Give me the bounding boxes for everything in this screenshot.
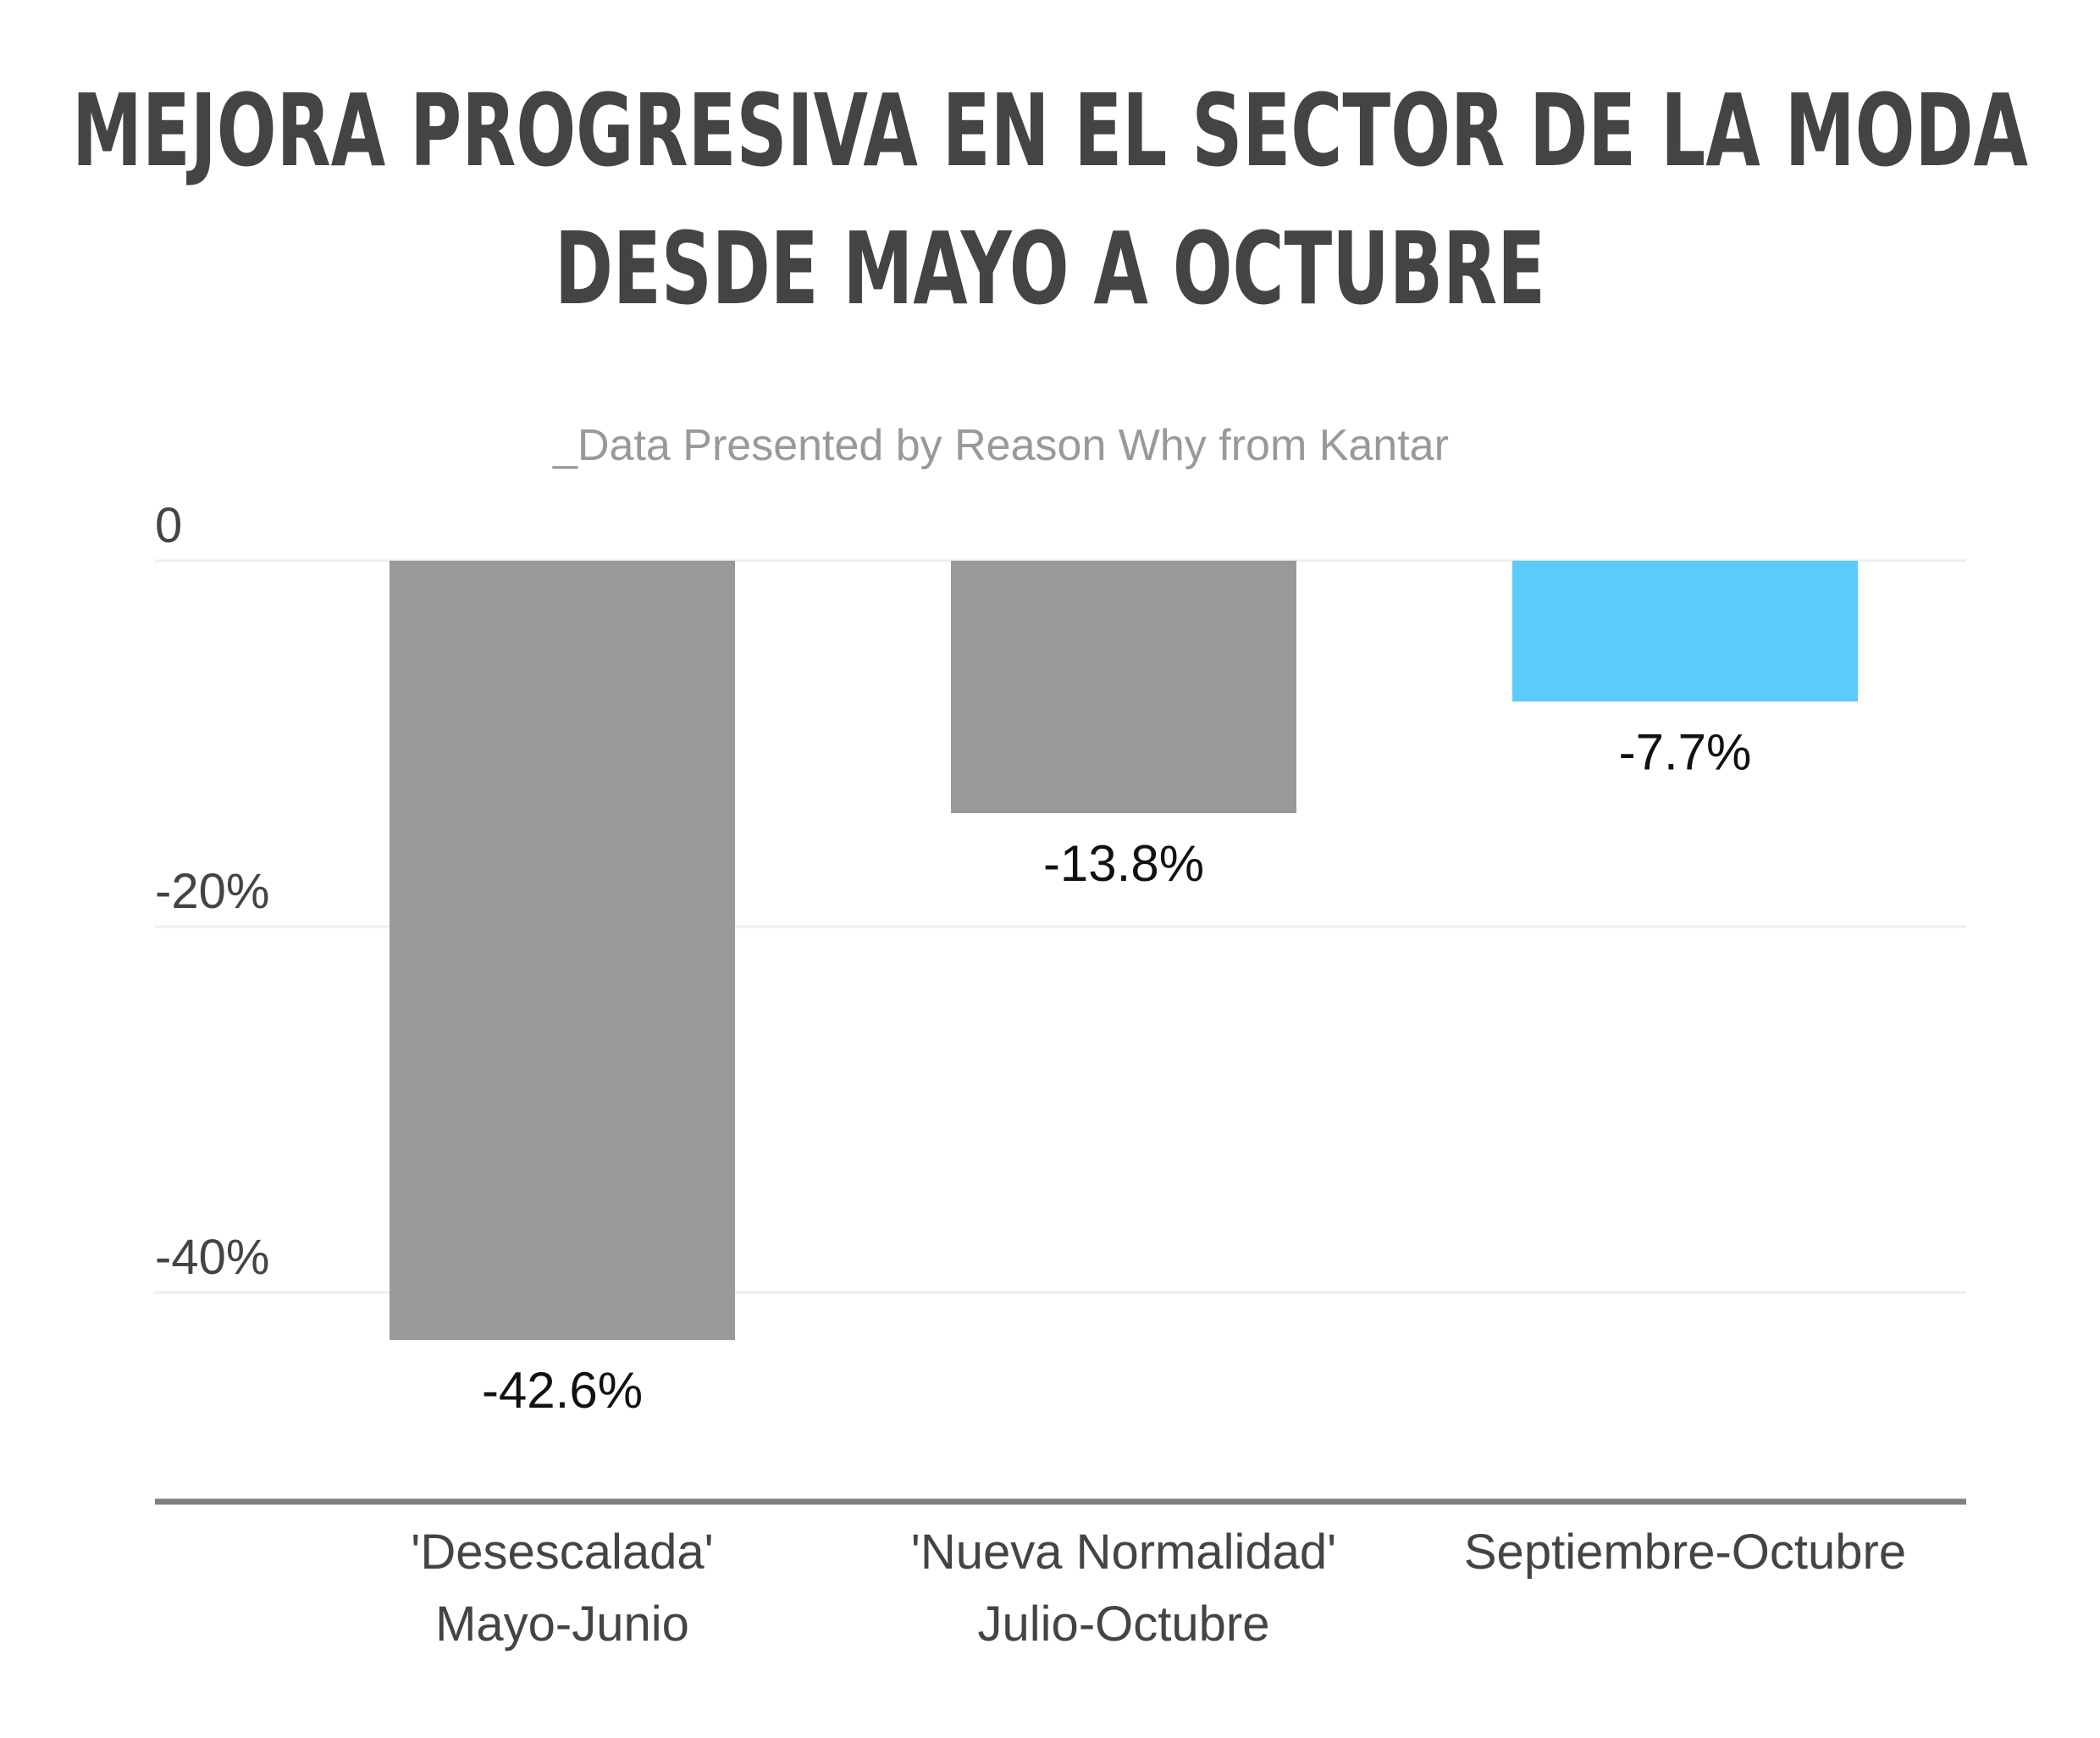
x-tick-label: 'Desescalada' xyxy=(411,1525,713,1580)
chart-title-line-2: DESDE MAYO A OCTUBRE xyxy=(555,210,1545,327)
bar xyxy=(390,561,735,1341)
chart-title-line-1: MEJORA PROGRESIVA EN EL SECTOR DE LA MOD… xyxy=(72,72,2028,189)
chart-subtitle: _Data Presented by Reason Why from Kanta… xyxy=(552,421,1449,470)
data-label: -7.7% xyxy=(1619,723,1752,780)
bar xyxy=(1512,561,1858,702)
bars xyxy=(390,561,1858,1341)
category-labels: 'Desescalada' Mayo-Junio 'Nueva Normalidad… xyxy=(411,1525,1906,1652)
data-label: -42.6% xyxy=(482,1362,643,1419)
y-tick-label: -40% xyxy=(155,1230,269,1285)
y-tick-label: 0 xyxy=(155,498,182,553)
x-tick-label: Mayo-Junio xyxy=(435,1597,689,1652)
bar xyxy=(951,561,1296,814)
x-tick-label: Septiembre-Octubre xyxy=(1464,1525,1906,1580)
y-axis-ticks: 0 -20% -40% xyxy=(155,498,269,1285)
data-label: -13.8% xyxy=(1043,835,1204,892)
x-tick-label: Julio-Octubre xyxy=(978,1597,1270,1652)
data-labels: -42.6% -13.8% -7.7% xyxy=(482,723,1751,1419)
y-tick-label: -20% xyxy=(155,864,269,919)
x-tick-label: 'Nueva Normalidad' xyxy=(911,1525,1337,1580)
